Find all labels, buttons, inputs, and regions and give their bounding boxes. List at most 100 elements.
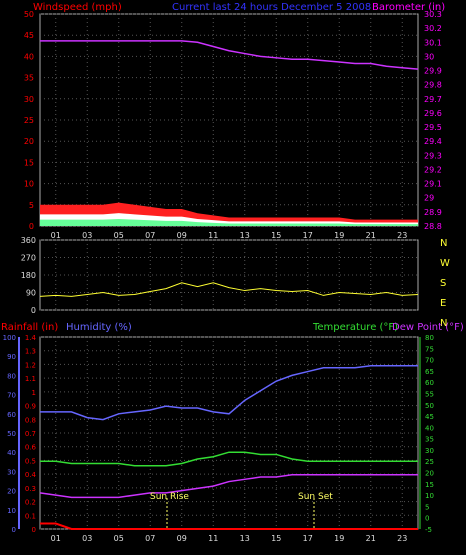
rainfall-tick-label: 0.8 — [25, 416, 36, 424]
humidity-axis-label: Humidity (%) — [66, 322, 132, 333]
x-tick-label: 07 — [145, 231, 155, 240]
barometer-tick-label: 30.2 — [424, 24, 442, 33]
direction-tick-label: 270 — [21, 254, 36, 263]
rainfall-tick-label: 1.2 — [25, 361, 36, 369]
rainfall-tick-label: 0.6 — [25, 444, 37, 452]
barometer-tick-label: 29.3 — [424, 151, 442, 160]
humidity-tick-label: 100 — [3, 334, 16, 342]
x-tick-label: 13 — [240, 231, 250, 240]
barometer-tick-label: 28.9 — [424, 208, 442, 217]
humidity-tick-label: 20 — [7, 488, 16, 496]
compass-letter: N — [440, 318, 447, 329]
x-tick-label: 01 — [51, 534, 61, 543]
sunset-label: Sun Set — [298, 492, 333, 502]
temperature-tick-label: 65 — [425, 368, 434, 376]
temperature-tick-label: -5 — [425, 526, 432, 534]
humidity-tick-label: 80 — [7, 372, 16, 380]
temperature-tick-label: 70 — [425, 357, 434, 365]
windspeed-tick-label: 35 — [24, 74, 34, 83]
windspeed-tick-label: 5 — [29, 201, 34, 210]
barometer-tick-label: 30.1 — [424, 38, 442, 47]
compass-letter: S — [440, 278, 446, 289]
barometer-tick-label: 29.2 — [424, 165, 442, 174]
barometer-axis: 28.8 28.9 29 29.1 29.2 29.3 29.4 29.5 29.6 29.7 29… — [424, 10, 442, 231]
x-tick-label: 01 — [51, 231, 61, 240]
barometer-tick-label: 29.6 — [424, 109, 442, 118]
dewpoint-line — [39, 474, 418, 499]
humidity-tick-label: 90 — [7, 353, 16, 361]
barometer-line — [40, 40, 419, 70]
x-tick-label: 11 — [208, 231, 218, 240]
humidity-tick-label: 40 — [7, 449, 16, 457]
x-tick-label: 19 — [334, 534, 344, 543]
direction-tick-label: 0 — [31, 306, 36, 315]
x-tick-label: 23 — [397, 231, 407, 240]
dewpoint-axis-label: Dew Point (°F) — [392, 322, 464, 333]
rainfall-line — [40, 522, 418, 530]
windspeed-tick-label: 10 — [24, 180, 34, 189]
rainfall-tick-label: 0.2 — [25, 499, 36, 507]
humidity-line — [40, 365, 418, 421]
humidity-tick-label: 70 — [7, 392, 16, 400]
temperature-tick-label: 30 — [425, 447, 434, 455]
barometer-tick-label: 29.8 — [424, 81, 442, 90]
compass-letter: E — [440, 298, 446, 309]
windspeed-series — [40, 202, 418, 226]
barometer-axis-label: Barometer (in) — [372, 2, 445, 13]
x-tick-label: 03 — [82, 534, 92, 543]
temperature-tick-label: 5 — [425, 503, 429, 511]
windspeed-tick-label: 25 — [24, 116, 34, 125]
x-tick-label: 21 — [366, 231, 376, 240]
barometer-tick-label: 30.3 — [424, 10, 442, 19]
barometer-tick-label: 29.7 — [424, 95, 442, 104]
temperature-tick-label: 40 — [425, 424, 434, 432]
windspeed-tick-label: 50 — [24, 10, 34, 19]
windspeed-low-area — [40, 219, 418, 226]
x-tick-label: 03 — [82, 231, 92, 240]
x-tick-label: 15 — [271, 534, 281, 543]
x-tick-label: 21 — [366, 534, 376, 543]
barometer-tick-label: 30 — [424, 52, 434, 61]
x-tick-label: 15 — [271, 231, 281, 240]
temperature-tick-label: 35 — [425, 436, 434, 444]
x-tick-label: 05 — [114, 231, 124, 240]
rainfall-tick-label: 1.3 — [25, 348, 36, 356]
barometer-tick-label: 28.8 — [424, 222, 442, 231]
rainfall-tick-label: 0.1 — [25, 512, 36, 520]
windspeed-tick-label: 45 — [24, 31, 34, 40]
windspeed-tick-label: 30 — [24, 95, 34, 104]
compass-letter: W — [440, 258, 450, 269]
rainfall-tick-label: 0.3 — [25, 485, 36, 493]
temperature-tick-label: 0 — [425, 515, 429, 523]
barometer-tick-label: 29.1 — [424, 180, 442, 189]
barometer-tick-label: 29.5 — [424, 123, 442, 132]
x-tick-label: 23 — [397, 534, 407, 543]
windspeed-tick-label: 15 — [24, 158, 34, 167]
temperature-axis: -5 0 5 10 15 20 25 30 35 40 45 50 55 60 65 70 75 80 — [419, 334, 434, 534]
x-tick-label: 13 — [240, 534, 250, 543]
x-axis-bottom: 01 03 05 07 09 11 13 15 17 19 21 23 — [51, 534, 408, 543]
rainfall-axis-label: Rainfall (in) — [1, 322, 58, 333]
direction-line — [39, 282, 419, 297]
temperature-axis-label: Temperature (°F) — [312, 322, 398, 333]
windspeed-axis-label: Windspeed (mph) — [33, 2, 122, 13]
temperature-tick-label: 45 — [425, 413, 434, 421]
barometer-tick-label: 29.9 — [424, 67, 442, 76]
barometer-tick-label: 29.4 — [424, 137, 442, 146]
rainfall-tick-label: 1 — [32, 389, 36, 397]
barometer-tick-label: 29 — [424, 194, 434, 203]
windspeed-tick-label: 0 — [29, 222, 34, 231]
temperature-tick-label: 15 — [425, 481, 434, 489]
temperature-tick-label: 60 — [425, 379, 434, 387]
rainfall-tick-label: 1.1 — [25, 375, 36, 383]
windspeed-tick-label: 40 — [24, 52, 34, 61]
direction-tick-label: 360 — [21, 236, 36, 245]
period-label: Current last 24 hours December 5 2008 — [172, 2, 371, 13]
windspeed-tick-label: 20 — [24, 137, 34, 146]
direction-tick-label: 180 — [21, 271, 36, 280]
rainfall-tick-label: 0.4 — [25, 471, 37, 479]
temperature-tick-label: 80 — [425, 334, 434, 342]
